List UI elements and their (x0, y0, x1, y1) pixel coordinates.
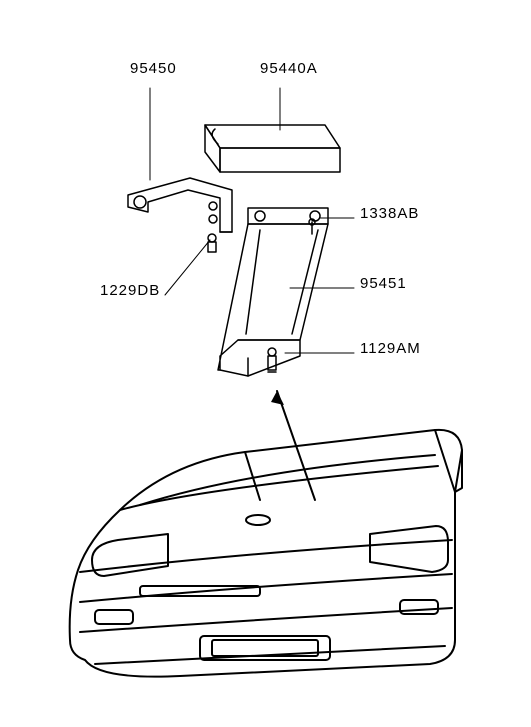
leader-lines (150, 88, 354, 353)
part-bracket-left (128, 178, 232, 232)
diagram-stage: 95450 95440A 1338AB 95451 1129AM 1229DB (0, 0, 531, 727)
diagram-svg (0, 0, 531, 727)
part-screw-1229DB (208, 234, 216, 252)
car-outline (70, 430, 462, 677)
part-control-box (205, 125, 340, 172)
